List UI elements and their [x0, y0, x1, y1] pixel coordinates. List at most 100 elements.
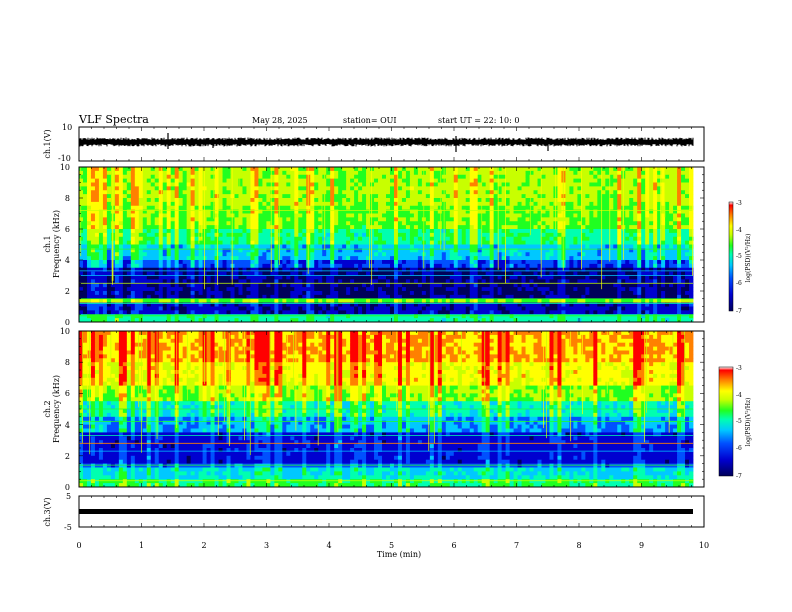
spectrogram-cell — [90, 213, 96, 218]
date-label: May 28, 2025 — [252, 116, 308, 125]
spectrogram-cell — [441, 283, 455, 288]
spectrogram-cell — [417, 256, 423, 261]
spectrogram-cell — [214, 221, 219, 226]
spectrogram-cell — [405, 198, 431, 203]
spectrogram-cell — [509, 275, 518, 280]
spectrogram-cell — [138, 354, 148, 359]
spectrogram-cell — [166, 291, 172, 296]
spectrogram-cell — [382, 174, 387, 180]
ch1-spectrogram-ylabel: ch.1 — [43, 235, 52, 252]
spectrogram-cell — [314, 213, 331, 218]
spectrogram-cell — [122, 283, 132, 288]
spectrogram-cell — [409, 331, 419, 336]
spectrogram-cell — [649, 201, 654, 207]
spectrogram-cell — [178, 267, 188, 273]
spectrogram-cell — [581, 198, 598, 203]
spectrogram-cell — [513, 271, 522, 276]
spectrogram-cell — [533, 294, 546, 300]
spectrogram-cell — [617, 240, 622, 245]
spectrogram-cell — [453, 198, 459, 203]
spectrogram-cell — [445, 279, 451, 284]
spectrogram-cell — [266, 221, 271, 226]
spectrogram-cell — [170, 236, 176, 242]
spectrogram-cell — [206, 298, 211, 304]
spectrogram-cell — [250, 350, 255, 355]
spectrogram-cell — [122, 306, 132, 311]
spectrogram-cell — [250, 373, 255, 379]
spectrogram-cell — [553, 271, 558, 276]
spectrogram-cell — [393, 194, 399, 199]
spectrogram-cell — [246, 190, 251, 195]
spectrogram-cell — [457, 287, 471, 292]
spectrogram-cell — [342, 334, 351, 340]
spectrogram-cell — [573, 263, 578, 269]
spectrogram-cell — [222, 240, 231, 245]
spectrogram-cell — [90, 248, 96, 253]
spectrogram-cell — [517, 275, 522, 280]
spectrogram-cell — [118, 358, 128, 363]
spectrogram-cell — [565, 370, 574, 375]
spectrogram-cell — [429, 287, 435, 292]
spectrogram-cell — [601, 178, 606, 183]
spectrogram-cell — [274, 178, 279, 183]
spectrogram-cell — [449, 302, 455, 307]
spectrogram-cell — [649, 334, 654, 340]
spectrogram-cell — [633, 298, 642, 304]
spectrogram-cell — [178, 338, 184, 344]
spectrogram-cell — [481, 318, 487, 323]
spectrogram-cell — [274, 236, 279, 242]
spectrogram-cell — [86, 302, 108, 307]
spectrogram-cell — [210, 201, 215, 207]
spectrogram-cell — [681, 331, 694, 336]
spectrogram-cell — [274, 354, 283, 359]
spectrogram-cell — [174, 201, 180, 207]
spectrogram-cell — [306, 221, 315, 226]
spectrogram-cell — [517, 287, 522, 292]
spectrogram-cell — [665, 283, 670, 288]
spectrogram-cell — [565, 287, 574, 292]
spectrogram-cell — [210, 236, 215, 242]
spectrogram-cell — [537, 267, 546, 273]
spectrogram-cell — [637, 198, 642, 203]
spectrogram-cell — [565, 318, 578, 323]
spectrogram-cell — [366, 358, 371, 363]
spectrogram-cell — [409, 291, 415, 296]
spectrogram-cell — [409, 240, 415, 245]
spectrogram-cell — [425, 182, 431, 187]
spectrogram-cell — [585, 291, 590, 296]
spectrogram-cell — [358, 334, 363, 340]
spectrogram-cell — [214, 354, 227, 359]
spectrogram-cell — [501, 291, 542, 296]
spectrogram-cell — [401, 342, 407, 347]
spectrogram-cell — [158, 178, 164, 183]
spectrogram-cell — [689, 366, 694, 371]
spectrogram-cell — [166, 252, 172, 257]
spectrogram-cell — [238, 213, 251, 218]
spectrogram-cell — [86, 279, 92, 284]
spectrogram-cell — [274, 366, 279, 371]
spectrogram-cell — [457, 373, 463, 379]
spectrogram-cell — [350, 350, 359, 355]
spectrogram-cell — [222, 252, 227, 257]
spectrogram-cell — [413, 225, 419, 230]
spectrogram-cell — [657, 182, 662, 187]
spectrogram-cell — [314, 178, 327, 183]
spectrogram-cell — [202, 338, 207, 344]
spectrogram-cell — [593, 310, 598, 315]
spectrogram-cell — [405, 279, 411, 284]
spectrogram-cell — [645, 342, 650, 347]
spectrogram-cell — [130, 198, 140, 203]
spectrogram-cell — [290, 217, 295, 222]
spectrogram-cell — [198, 225, 207, 230]
spectrogram-cell — [645, 225, 654, 230]
spectrogram-cell — [677, 362, 682, 367]
spectrogram-cell — [158, 194, 164, 199]
spectrogram-cell — [645, 302, 650, 307]
spectrogram-cell — [645, 267, 650, 273]
spectrogram-cell — [130, 252, 140, 257]
spectrogram-cell — [565, 209, 582, 214]
spectrogram-cell — [565, 271, 574, 276]
spectrogram-cell — [565, 229, 590, 234]
spectrogram-cell — [334, 190, 339, 195]
spectrogram-cell — [358, 306, 363, 311]
